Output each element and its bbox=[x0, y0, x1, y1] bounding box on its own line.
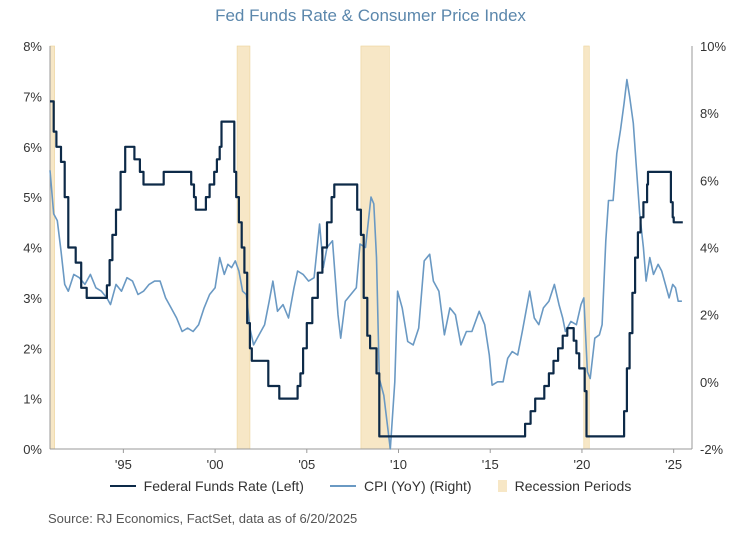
tick-labels: 0% 1% 2% 3% 4% 5% 6% 7% 8% -2% 0% 2% 4% 6% 8% 10% '95 '00… bbox=[23, 39, 726, 470]
y-right-tick-label: 0% bbox=[700, 375, 719, 390]
legend-item-recession: Recession Periods bbox=[497, 478, 632, 494]
y-left-tick-label: 0% bbox=[23, 442, 42, 457]
legend-item-cpi: CPI (YoY) (Right) bbox=[329, 478, 472, 494]
y-left-tick-label: 3% bbox=[23, 291, 42, 306]
chart-title: Fed Funds Rate & Consumer Price Index bbox=[215, 6, 526, 25]
y-left-tick-label: 8% bbox=[23, 39, 42, 54]
source-note: Source: RJ Economics, FactSet, data as o… bbox=[48, 511, 358, 526]
x-tick-label: '20 bbox=[573, 457, 590, 470]
legend-item-fed: Federal Funds Rate (Left) bbox=[109, 478, 304, 494]
y-left-tick-label: 5% bbox=[23, 190, 42, 205]
legend-label-fed: Federal Funds Rate (Left) bbox=[143, 478, 304, 494]
x-tick-label: '05 bbox=[298, 457, 315, 470]
y-right-tick-label: -2% bbox=[700, 442, 724, 457]
axes bbox=[49, 46, 693, 453]
legend: Federal Funds Rate (Left) CPI (YoY) (Rig… bbox=[0, 478, 741, 494]
legend-swatch-recession bbox=[497, 480, 507, 492]
y-right-tick-label: 10% bbox=[700, 39, 726, 54]
y-right-tick-label: 2% bbox=[700, 308, 719, 323]
y-left-tick-label: 2% bbox=[23, 341, 42, 356]
x-tick-label: '95 bbox=[115, 457, 132, 470]
y-right-tick-label: 8% bbox=[700, 106, 719, 121]
legend-swatch-cpi bbox=[329, 485, 356, 487]
legend-label-recession: Recession Periods bbox=[514, 478, 632, 494]
legend-label-cpi: CPI (YoY) (Right) bbox=[363, 478, 472, 494]
y-left-tick-label: 7% bbox=[23, 89, 42, 104]
series-lines bbox=[49, 78, 683, 450]
fed-cpi-chart: 0% 1% 2% 3% 4% 5% 6% 7% 8% -2% 0% 2% 4% 6% 8% 10% '95 '00… bbox=[23, 39, 726, 470]
recession-bands bbox=[49, 45, 590, 450]
legend-swatch-fed bbox=[109, 485, 136, 487]
fed-funds-line bbox=[50, 100, 683, 438]
x-tick-label: '10 bbox=[390, 457, 407, 470]
x-tick-label: '25 bbox=[665, 457, 682, 470]
y-right-tick-label: 4% bbox=[700, 241, 719, 256]
x-tick-label: '15 bbox=[482, 457, 499, 470]
y-left-tick-label: 6% bbox=[23, 140, 42, 155]
x-tick-label: '00 bbox=[207, 457, 224, 470]
y-left-tick-label: 1% bbox=[23, 392, 42, 407]
y-left-tick-label: 4% bbox=[23, 241, 42, 256]
cpi-line bbox=[49, 78, 682, 450]
y-right-tick-label: 6% bbox=[700, 173, 719, 188]
